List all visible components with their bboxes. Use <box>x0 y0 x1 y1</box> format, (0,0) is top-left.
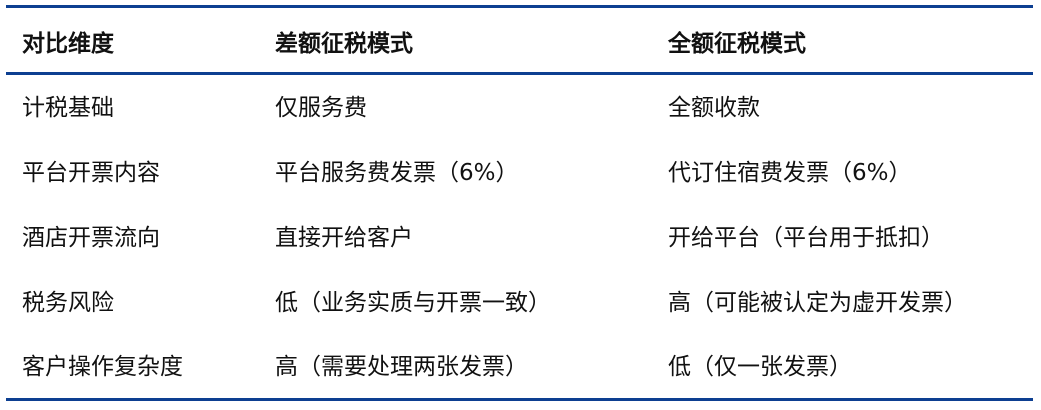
table-cell: 平台服务费发票（6%） <box>275 160 519 186</box>
table-row: 客户操作复杂度 高（需要处理两张发票） 低（仅一张发票） <box>0 347 1041 387</box>
header-cell: 差额征税模式 <box>275 31 413 57</box>
header-cell: 对比维度 <box>22 31 114 57</box>
table-row: 平台开票内容 平台服务费发票（6%） 代订住宿费发票（6%） <box>0 153 1041 193</box>
header-rule <box>6 72 1033 75</box>
table-cell: 低（仅一张发票） <box>668 354 852 380</box>
table-cell: 开给平台（平台用于抵扣） <box>668 225 944 251</box>
header-cell: 全额征税模式 <box>668 31 806 57</box>
table-cell: 直接开给客户 <box>275 225 413 251</box>
table-cell: 全额收款 <box>668 95 760 121</box>
table-cell: 酒店开票流向 <box>22 225 160 251</box>
bottom-rule <box>6 398 1033 401</box>
table-cell: 仅服务费 <box>275 95 367 121</box>
table-row: 酒店开票流向 直接开给客户 开给平台（平台用于抵扣） <box>0 218 1041 258</box>
table-cell: 税务风险 <box>22 290 114 316</box>
table-cell: 客户操作复杂度 <box>22 354 183 380</box>
table-row: 税务风险 低（业务实质与开票一致） 高（可能被认定为虚开发票） <box>0 283 1041 323</box>
table-cell: 低（业务实质与开票一致） <box>275 290 551 316</box>
header-row: 对比维度 差额征税模式 全额征税模式 <box>0 24 1041 64</box>
table-cell: 高（需要处理两张发票） <box>275 354 528 380</box>
table-cell: 平台开票内容 <box>22 160 160 186</box>
table-cell: 代订住宿费发票（6%） <box>668 160 912 186</box>
table-cell: 计税基础 <box>22 95 114 121</box>
table-row: 计税基础 仅服务费 全额收款 <box>0 88 1041 128</box>
table-cell: 高（可能被认定为虚开发票） <box>668 290 967 316</box>
top-rule <box>6 5 1033 8</box>
